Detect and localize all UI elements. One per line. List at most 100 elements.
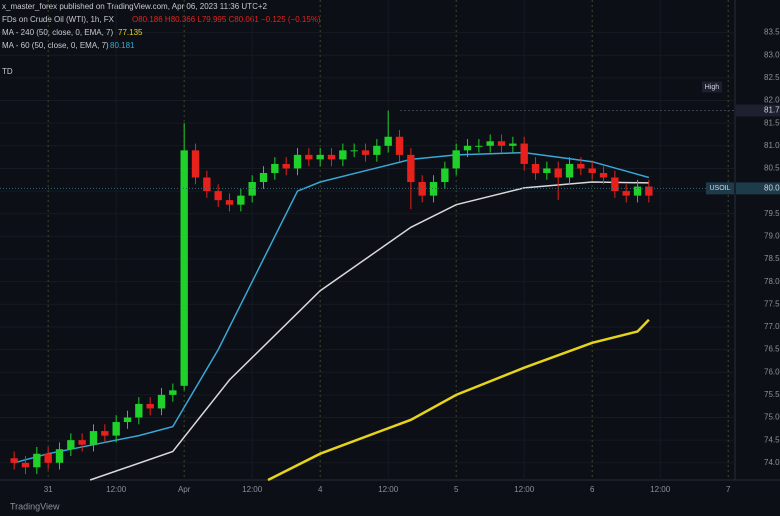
candle-body	[214, 191, 222, 201]
candle-body	[418, 182, 426, 196]
x-tick-label: 31	[44, 485, 53, 494]
candle-body	[293, 154, 302, 169]
candle-body	[475, 145, 483, 147]
candle-body	[157, 394, 166, 409]
legend-entry: MA - 240 (50, close, 0, EMA, 7)	[2, 28, 113, 37]
x-tick-label: Apr	[178, 485, 191, 494]
candle-body	[55, 449, 64, 463]
legend-value: 80.181	[110, 41, 135, 50]
brand: TradingView	[10, 501, 60, 511]
x-tick-label: 12:00	[378, 485, 399, 494]
y-tick-label: 76.00	[764, 367, 780, 376]
high-label-bg	[702, 81, 722, 93]
candle-body	[407, 154, 415, 183]
candle-body	[463, 145, 472, 151]
candle-body	[135, 403, 143, 418]
y-tick-label: 78.00	[764, 277, 780, 286]
candle-body	[305, 154, 313, 160]
last-tag: 80.06	[764, 183, 780, 192]
candle-body	[486, 141, 494, 146]
last-label-bg	[706, 182, 734, 195]
candle-body	[645, 186, 653, 196]
x-tick-label: 7	[726, 485, 731, 494]
candle-body	[339, 150, 347, 160]
y-tick-label: 82.00	[764, 96, 780, 105]
y-tick-label: 77.50	[764, 299, 780, 308]
candle-body	[633, 186, 642, 196]
candle-body	[554, 168, 562, 178]
high-label: High	[705, 84, 720, 91]
y-tick-label: 77.00	[764, 322, 780, 331]
line-series	[14, 151, 650, 464]
candle-body	[282, 163, 290, 169]
y-tick-label: 75.50	[764, 390, 780, 399]
y-tick-label: 74.00	[764, 458, 780, 467]
candle-body	[67, 440, 75, 450]
last-tag-bg	[736, 182, 780, 195]
candle-body	[373, 145, 381, 155]
candle-body	[361, 150, 370, 155]
line-series	[267, 318, 650, 482]
extra-label: TD	[2, 67, 13, 76]
ohlc: O80.186 H80.366 L79.995 C80.061 −0.125 (…	[132, 15, 321, 24]
y-tick-label: 80.50	[764, 164, 780, 173]
y-tick-label: 83.50	[764, 28, 780, 37]
legend-entry: MA - 60 (50, close, 0, EMA, 7)	[2, 41, 109, 50]
candle-body	[44, 453, 52, 463]
high-tag: 81.78	[764, 106, 780, 115]
x-tick-label: 12:00	[106, 485, 127, 494]
candle-body	[395, 136, 404, 155]
y-tick-label: 78.50	[764, 254, 780, 263]
y-tick-label: 74.50	[764, 435, 780, 444]
candle-body	[169, 390, 177, 395]
candle-body	[531, 163, 540, 173]
candle-body	[89, 431, 98, 445]
x-tick-label: 12:00	[650, 485, 671, 494]
x-tick-label: 4	[318, 485, 323, 494]
candle-body	[543, 168, 551, 173]
y-tick-label: 79.00	[764, 231, 780, 240]
candle-body	[316, 154, 324, 160]
last-label: USOIL	[709, 185, 730, 192]
candle-body	[350, 150, 358, 152]
candle-body	[101, 431, 109, 436]
y-tick-label: 75.00	[764, 413, 780, 422]
candle-body	[237, 195, 245, 205]
candle-body	[452, 150, 460, 169]
candle-body	[191, 150, 200, 178]
candle-body	[599, 172, 608, 178]
y-tick-label: 82.50	[764, 73, 780, 82]
candle-body	[123, 417, 132, 423]
x-tick-label: 5	[454, 485, 459, 494]
x-tick-label: 6	[590, 485, 595, 494]
candle-body	[497, 141, 506, 146]
symbol: FDs on Crude Oil (WTI), 1h, FX	[2, 15, 115, 24]
candle-body	[565, 163, 574, 178]
candle-body	[21, 462, 30, 468]
candle-body	[78, 440, 86, 445]
y-tick-label: 83.00	[764, 50, 780, 59]
candle-body	[384, 136, 392, 146]
y-tick-label: 76.50	[764, 345, 780, 354]
published-note: x_master_forex published on TradingView.…	[2, 2, 268, 11]
candle-body	[577, 163, 585, 169]
candle-body	[509, 143, 517, 146]
candle-body	[588, 168, 596, 173]
candle-body	[225, 200, 234, 205]
candle-body	[259, 172, 268, 183]
high-tag-bg	[736, 104, 780, 117]
y-tick-label: 79.50	[764, 209, 780, 218]
y-tick-label: 81.00	[764, 141, 780, 150]
candle-body	[429, 182, 438, 196]
x-tick-label: 12:00	[514, 485, 535, 494]
candle-body	[180, 150, 188, 386]
legend-value: 77.135	[118, 28, 143, 37]
candle-body	[146, 403, 154, 409]
candle-body	[327, 154, 336, 160]
candle-body	[10, 458, 18, 463]
candle-body	[112, 422, 120, 436]
candle-body	[33, 453, 41, 468]
candle-body	[203, 177, 211, 192]
